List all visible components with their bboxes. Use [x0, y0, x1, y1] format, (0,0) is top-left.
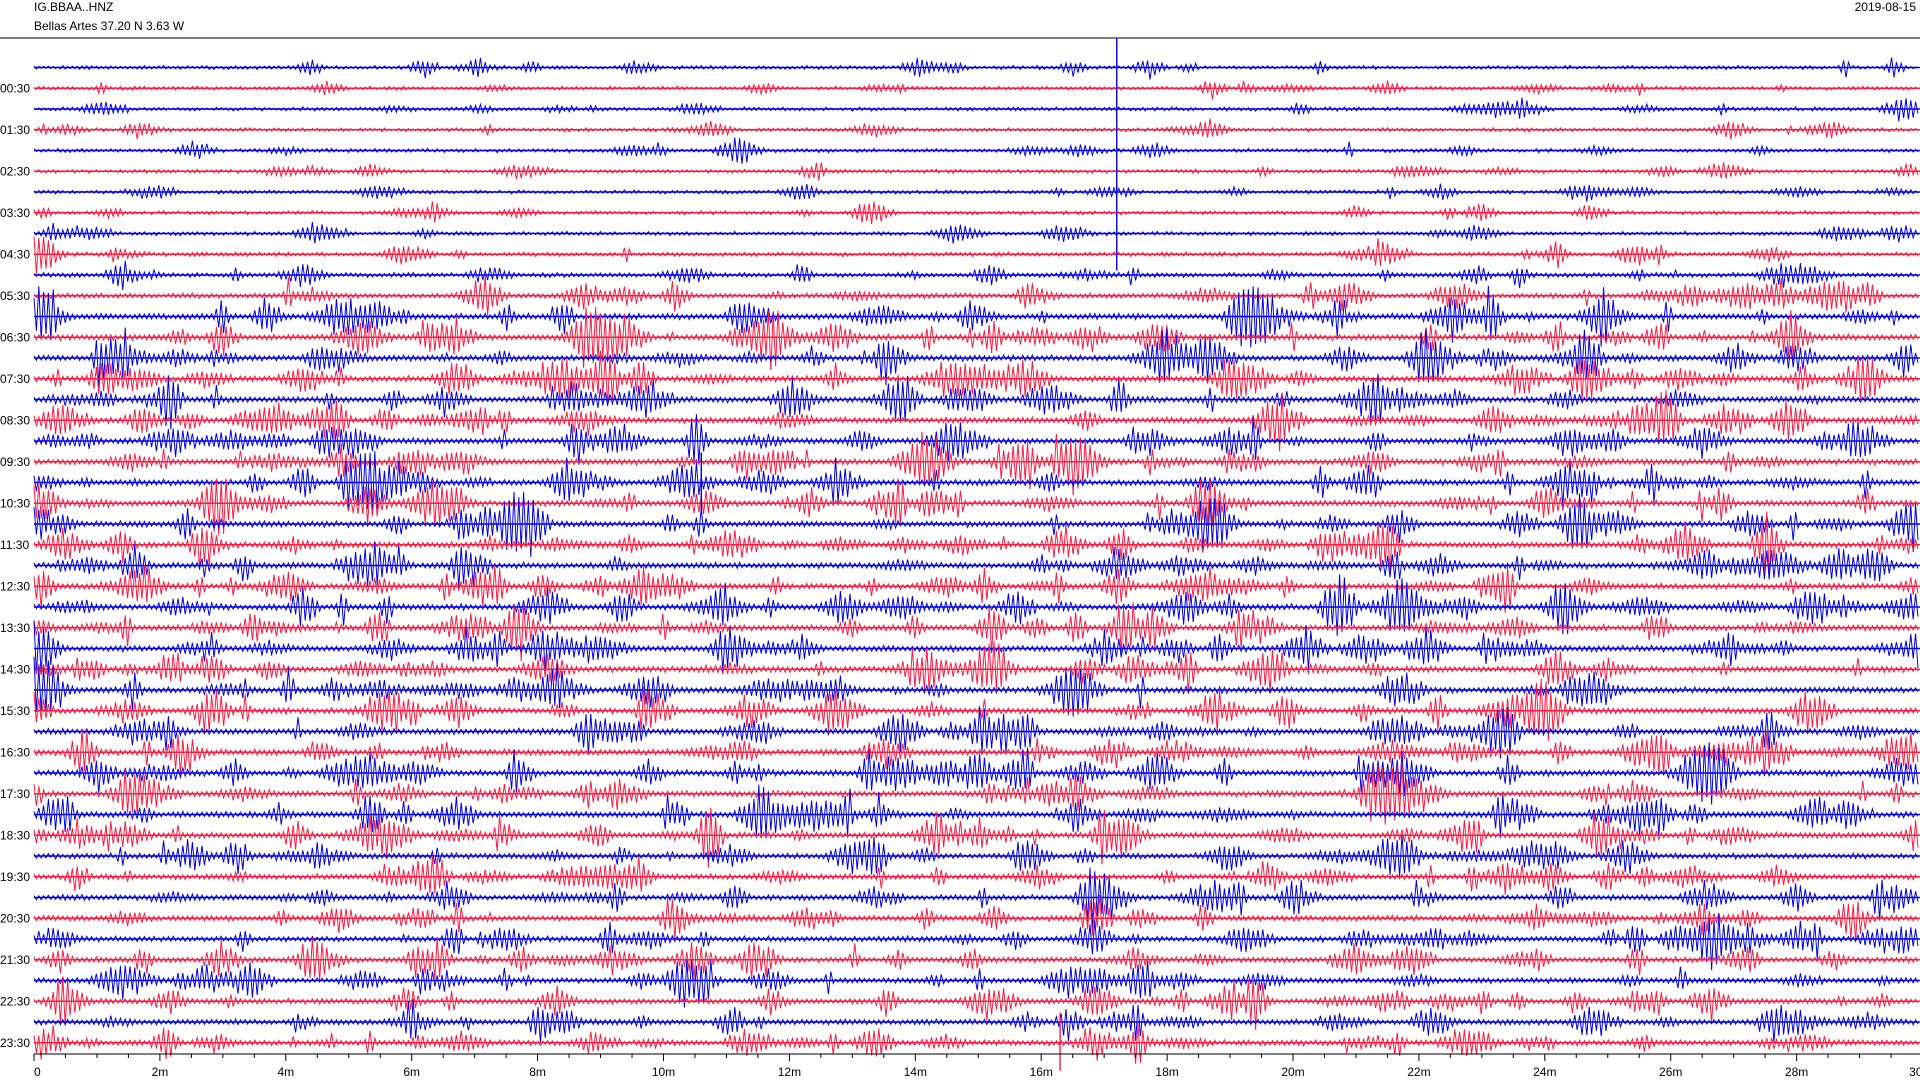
trace-row-15 [33, 350, 1919, 407]
y-tick-label: 11:30 [0, 538, 29, 552]
y-tick-label: 03:30 [0, 206, 30, 220]
trace-row-43 [33, 937, 1919, 981]
y-tick-label: 05:30 [0, 289, 30, 303]
y-tick-label: 08:30 [0, 413, 30, 427]
y-tick-label: 04:30 [0, 247, 30, 261]
station-info: Bellas Artes 37.20 N 3.63 W [34, 19, 185, 33]
x-tick-label: 20m [1281, 1065, 1304, 1079]
trace-row-25 [33, 565, 1919, 613]
x-tick-label: 26m [1659, 1065, 1682, 1079]
x-tick-label: 10m [652, 1065, 675, 1079]
y-tick-label: 02:30 [0, 164, 30, 178]
trace-row-27 [33, 602, 1919, 662]
y-tick-label: 00:30 [0, 81, 30, 95]
trace-row-1 [33, 80, 1919, 100]
trace-layer [33, 38, 1920, 1071]
x-tick-label: 12m [778, 1065, 801, 1079]
x-tick-label: 16m [1030, 1065, 1053, 1079]
y-tick-label: 19:30 [0, 870, 30, 884]
x-axis: 0 2m 4m 6m 8m 10m 12m 14m 16m 18m 20m 22m 24m 26m 28m 3… [33, 1053, 1920, 1079]
trace-row-9 [33, 236, 1919, 274]
y-tick-label: 01:30 [0, 123, 30, 137]
trace-row-29 [33, 641, 1919, 694]
y-tick-label: 21:30 [0, 953, 30, 967]
y-tick-label: 06:30 [0, 330, 30, 344]
x-tick-label: 4m [277, 1065, 294, 1079]
y-tick-label: 07:30 [0, 372, 30, 386]
x-tick-label: 28m [1785, 1065, 1808, 1079]
trace-row-0 [33, 57, 1919, 80]
x-tick-label: 8m [529, 1065, 546, 1079]
x-tick-label: 14m [904, 1065, 927, 1079]
trace-row-30 [33, 656, 1919, 717]
y-tick-label: 09:30 [0, 455, 30, 469]
x-tick-label: 18m [1155, 1065, 1178, 1079]
plot-date: 2019-08-15 [1854, 0, 1916, 14]
y-tick-label: 15:30 [0, 704, 30, 718]
trace-row-34 [33, 742, 1919, 805]
y-tick-label: 22:30 [0, 994, 30, 1008]
trace-row-12 [33, 285, 1919, 348]
x-tick-label: 30 [1909, 1065, 1920, 1079]
y-tick-label: 14:30 [0, 662, 30, 676]
x-tick-label: 6m [403, 1065, 420, 1079]
y-axis: 00:30 01:30 02:30 03:30 04:30 05:30 06:30 07:30… [0, 81, 30, 1050]
y-tick-label: 17:30 [0, 787, 30, 801]
station-code: IG.BBAA..HNZ [34, 0, 114, 14]
y-tick-label: 12:30 [0, 579, 30, 593]
y-tick-label: 23:30 [0, 1036, 30, 1050]
trace-row-44 [33, 959, 1919, 1008]
x-tick-label: 0 [34, 1065, 41, 1079]
y-tick-label: 13:30 [0, 621, 30, 635]
y-tick-label: 10:30 [0, 496, 30, 510]
x-tick-label: 24m [1533, 1065, 1556, 1079]
trace-row-3 [33, 118, 1919, 140]
x-tick-label: 2m [152, 1065, 169, 1079]
y-tick-label: 18:30 [0, 828, 30, 842]
y-tick-label: 16:30 [0, 745, 30, 759]
x-tick-label: 22m [1407, 1065, 1430, 1079]
y-tick-label: 20:30 [0, 911, 30, 925]
